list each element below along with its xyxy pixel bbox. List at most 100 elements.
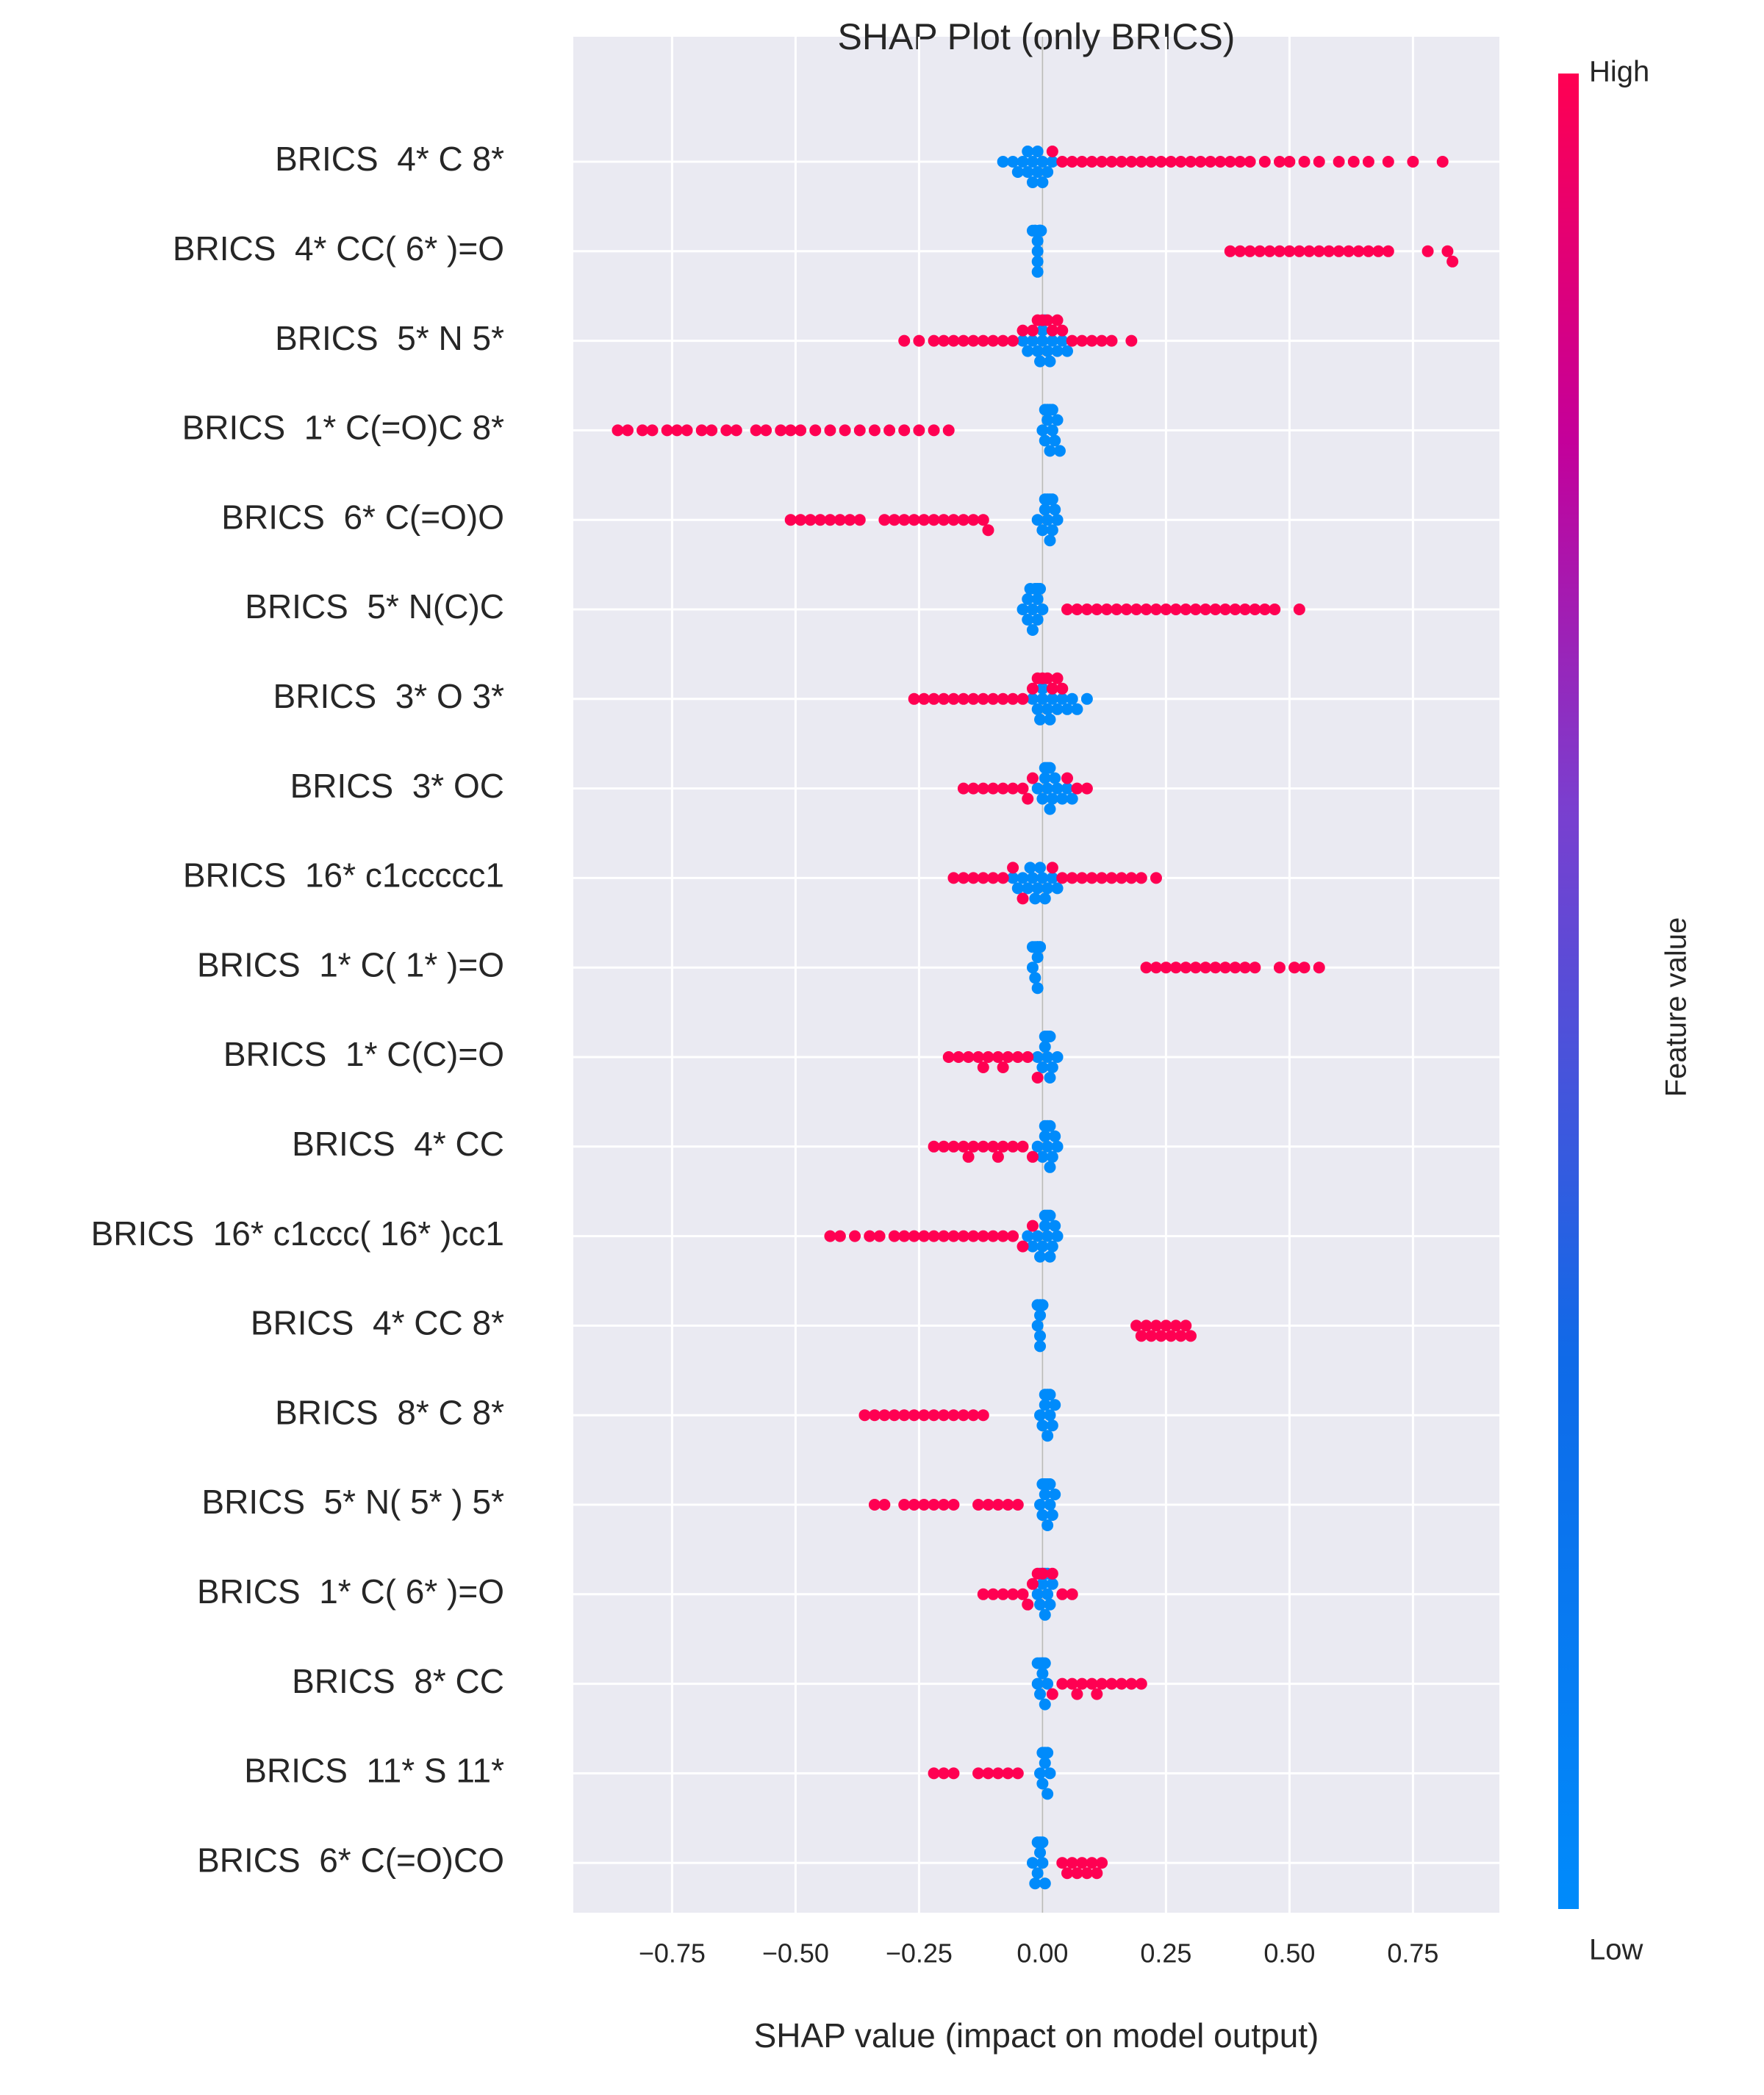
dot	[1031, 1867, 1044, 1880]
dot	[1046, 146, 1058, 157]
dot	[1036, 1240, 1049, 1253]
dot	[1160, 961, 1172, 974]
dot	[1041, 703, 1054, 715]
dot	[918, 1230, 931, 1242]
dot	[1036, 872, 1049, 884]
dot	[908, 1499, 920, 1511]
dot	[1056, 872, 1069, 884]
dot	[1044, 1161, 1056, 1173]
dot	[1436, 156, 1449, 168]
dot	[1017, 1140, 1029, 1153]
dot	[1041, 514, 1054, 526]
dot	[977, 1061, 989, 1073]
dot	[883, 424, 896, 437]
dot	[1056, 156, 1069, 168]
dot	[1026, 624, 1039, 636]
dot	[1041, 314, 1054, 326]
dot	[1044, 404, 1056, 416]
dot	[1017, 334, 1029, 347]
dot	[1115, 156, 1127, 168]
dot	[987, 334, 1000, 347]
dot	[1034, 1340, 1047, 1353]
dot	[1352, 245, 1365, 257]
dot	[1056, 792, 1069, 805]
dot	[1046, 862, 1058, 874]
dot	[1224, 245, 1236, 257]
dot	[1234, 156, 1247, 168]
dot	[784, 424, 797, 437]
dot	[1039, 434, 1051, 447]
y-tick-label: BRICS 6* C(=O)CO	[197, 1841, 504, 1879]
dot	[1031, 1140, 1044, 1153]
dot	[967, 334, 980, 347]
y-tick-label: BRICS 3* O 3*	[273, 677, 505, 715]
dot	[1011, 1499, 1024, 1511]
dot	[1002, 1499, 1014, 1511]
dot	[1026, 176, 1039, 188]
dot	[972, 1767, 985, 1780]
x-tick-label: −0.25	[886, 1938, 953, 1969]
dot	[1200, 961, 1212, 974]
dot	[982, 1767, 994, 1780]
dot	[1061, 345, 1073, 357]
dot	[1036, 334, 1049, 347]
dot	[1180, 604, 1192, 615]
dot	[987, 1588, 1000, 1600]
dot	[833, 1230, 846, 1242]
dot	[1076, 156, 1089, 168]
dot	[637, 424, 649, 437]
dot	[938, 334, 950, 347]
dot	[1076, 872, 1089, 884]
dot	[1175, 156, 1187, 168]
dot	[1066, 334, 1078, 347]
dot	[1096, 334, 1108, 347]
dot	[1031, 703, 1044, 715]
dot	[1056, 1588, 1069, 1600]
dot	[1031, 314, 1044, 326]
dot	[1044, 1767, 1056, 1780]
dot	[1036, 324, 1049, 337]
dot	[898, 1409, 911, 1422]
dot	[1046, 1150, 1058, 1163]
dot	[1026, 604, 1039, 615]
dot	[938, 1409, 950, 1422]
dot	[938, 514, 950, 526]
dot	[1086, 872, 1098, 884]
dot	[1145, 1330, 1158, 1342]
dot	[918, 1409, 931, 1422]
dot	[1031, 672, 1044, 684]
dot	[1007, 872, 1019, 884]
dot	[804, 514, 817, 526]
dot	[1007, 782, 1019, 795]
dot	[1165, 1330, 1177, 1342]
dot	[1026, 1857, 1039, 1869]
y-tick-label: BRICS 1* C(=O)C 8*	[182, 409, 504, 447]
dot	[1017, 782, 1029, 795]
dot	[1263, 245, 1276, 257]
dot	[1031, 265, 1044, 278]
dot	[1155, 156, 1167, 168]
dot	[1039, 1877, 1051, 1890]
dot	[997, 1061, 1009, 1073]
dot	[888, 514, 900, 526]
dot	[1056, 334, 1069, 347]
dot	[1269, 604, 1281, 615]
dot	[853, 514, 866, 526]
dot	[706, 424, 718, 437]
dot	[1056, 1857, 1069, 1869]
dot	[1135, 872, 1147, 884]
dot	[1017, 324, 1029, 337]
dot	[1031, 234, 1044, 247]
dot	[1189, 961, 1202, 974]
dot	[1061, 782, 1073, 795]
y-tick-label: BRICS 1* C( 1* )=O	[197, 945, 504, 984]
dot	[1036, 682, 1049, 695]
dot	[1086, 1857, 1098, 1869]
dot	[750, 424, 762, 437]
dot	[1034, 713, 1047, 726]
dot	[977, 1409, 989, 1422]
dot	[1007, 1588, 1019, 1600]
dot	[957, 334, 969, 347]
dot	[1150, 1319, 1162, 1332]
dot	[1022, 614, 1034, 626]
